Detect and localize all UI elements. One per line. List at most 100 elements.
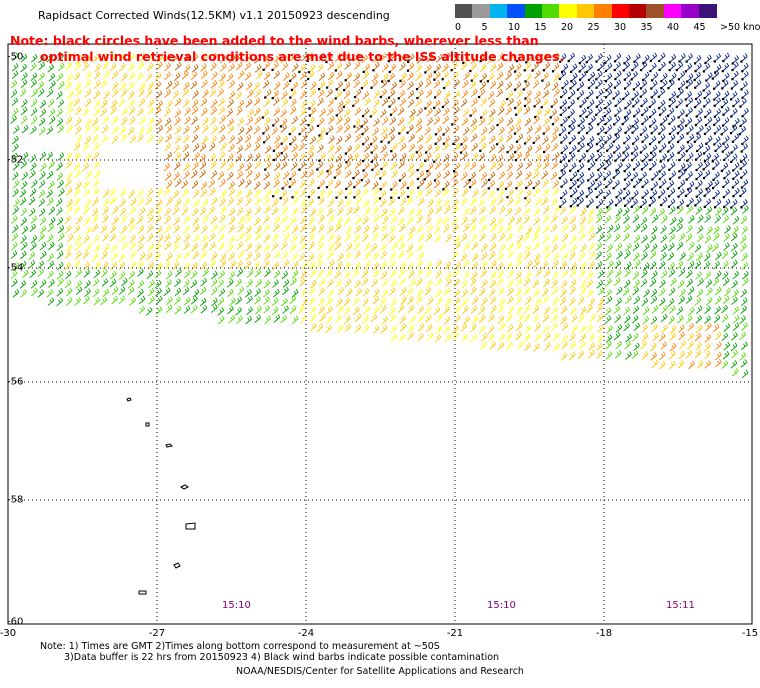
wind-barb: [694, 55, 702, 64]
wind-barb: [658, 52, 666, 62]
wind-barb: [372, 295, 380, 305]
wind-barb: [220, 63, 227, 72]
contamination-marker: [372, 69, 375, 72]
contamination-marker: [387, 96, 391, 99]
contamination-marker: [477, 95, 481, 99]
contamination-marker: [667, 150, 670, 153]
wind-barb: [371, 153, 379, 163]
contamination-marker: [730, 115, 733, 118]
wind-barb: [570, 224, 577, 233]
wind-barb: [92, 142, 100, 152]
wind-barb: [93, 260, 101, 270]
wind-barb: [11, 62, 19, 72]
wind-barb: [472, 315, 479, 324]
wind-barb: [426, 107, 433, 117]
wind-barb: [722, 215, 730, 224]
wind-barb: [163, 260, 171, 270]
contamination-marker: [675, 68, 678, 72]
wind-barb: [533, 241, 540, 251]
contamination-marker: [577, 131, 580, 134]
wind-barb: [687, 125, 694, 134]
contamination-marker: [353, 95, 357, 99]
contamination-marker: [621, 159, 625, 162]
wind-barb: [416, 54, 424, 64]
wind-barb: [75, 280, 82, 289]
wind-barb: [228, 63, 235, 72]
contamination-marker: [426, 170, 429, 173]
contamination-marker: [585, 195, 588, 198]
wind-barb: [533, 115, 540, 125]
wind-barb: [704, 350, 711, 360]
wind-barb: [47, 64, 55, 73]
wind-barb: [172, 80, 180, 90]
wind-barb: [307, 169, 315, 179]
wind-barb: [721, 360, 729, 369]
wind-barb: [535, 268, 542, 277]
wind-barb: [686, 53, 693, 62]
wind-barb: [489, 341, 497, 350]
wind-barb: [488, 135, 496, 145]
wind-barb: [281, 206, 288, 215]
wind-barb: [372, 187, 380, 197]
wind-barb: [478, 287, 486, 297]
wind-barb: [739, 331, 747, 341]
contamination-marker: [721, 124, 725, 127]
wind-barb: [308, 116, 315, 126]
wind-barb: [714, 64, 722, 73]
wind-barb: [397, 107, 405, 116]
contamination-marker: [613, 151, 616, 154]
wind-barb: [661, 215, 668, 224]
contamination-marker: [316, 124, 320, 128]
wind-barb: [460, 253, 468, 262]
wind-barb: [372, 325, 380, 334]
longitude-tick: -21: [446, 628, 464, 639]
wind-barb: [343, 270, 351, 280]
wind-barb: [514, 206, 522, 216]
wind-barb: [651, 323, 658, 333]
wind-barb: [264, 145, 272, 154]
wind-barb: [174, 305, 182, 315]
wind-barb: [452, 269, 460, 278]
wind-barb: [497, 341, 505, 351]
wind-barb: [469, 80, 477, 90]
wind-barb: [145, 72, 153, 82]
wind-barb: [370, 135, 378, 145]
wind-barb: [713, 80, 721, 89]
wind-barb: [741, 322, 748, 331]
wind-barb: [390, 298, 397, 307]
wind-barb: [507, 242, 514, 251]
wind-barb: [668, 305, 676, 314]
wind-barb: [21, 151, 29, 161]
wind-barb: [272, 89, 279, 99]
wind-barb: [552, 296, 559, 306]
wind-barb: [570, 314, 578, 324]
wind-barb: [478, 88, 486, 98]
wind-barb: [426, 296, 434, 306]
contamination-marker: [722, 185, 725, 189]
wind-barb: [434, 234, 441, 244]
wind-barb: [390, 278, 397, 288]
wind-barb: [469, 206, 477, 215]
wind-barb: [649, 108, 657, 118]
wind-barb: [155, 118, 162, 127]
contamination-marker: [496, 143, 499, 146]
wind-barb: [101, 278, 109, 287]
wind-barb: [712, 179, 720, 189]
wind-barb: [516, 90, 523, 99]
wind-barb: [226, 153, 234, 163]
wind-barb: [489, 205, 496, 215]
wind-barb: [37, 81, 45, 90]
wind-barb: [334, 180, 341, 189]
contamination-marker: [714, 149, 717, 152]
wind-barb: [111, 286, 119, 295]
wind-barb: [506, 295, 514, 305]
wind-barb: [668, 287, 676, 296]
wind-barb: [109, 196, 117, 205]
wind-barb: [57, 124, 64, 134]
wind-barb: [595, 180, 602, 190]
wind-barb: [280, 108, 287, 118]
wind-barb: [325, 324, 332, 333]
wind-barb: [587, 225, 595, 234]
wind-barb: [498, 144, 505, 154]
wind-barb: [254, 243, 262, 252]
